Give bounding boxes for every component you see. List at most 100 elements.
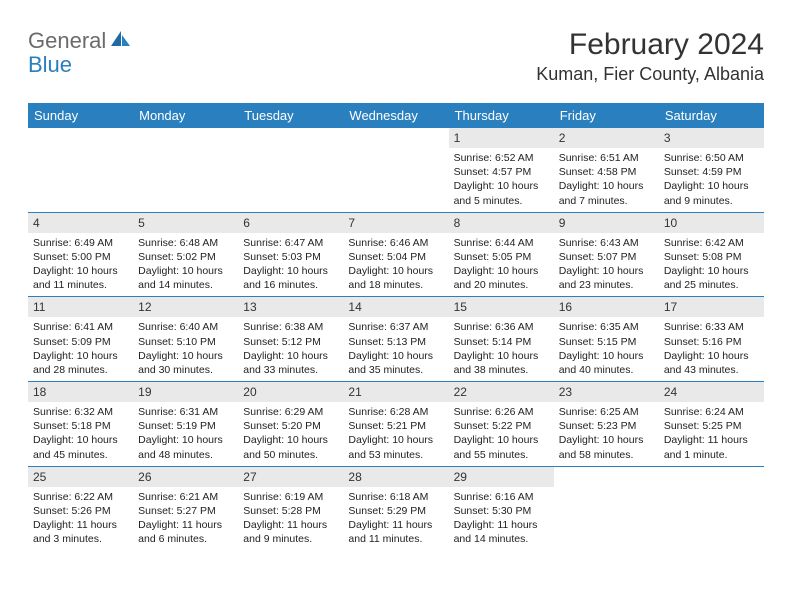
day-number: 28 [343, 467, 448, 487]
day-detail: Sunrise: 6:51 AMSunset: 4:58 PMDaylight:… [554, 148, 659, 212]
month-title: February 2024 [536, 28, 764, 62]
week-row: 25Sunrise: 6:22 AMSunset: 5:26 PMDayligh… [28, 466, 764, 551]
weeks-container: 1Sunrise: 6:52 AMSunset: 4:57 PMDaylight… [28, 128, 764, 550]
day-cell: 26Sunrise: 6:21 AMSunset: 5:27 PMDayligh… [133, 467, 238, 551]
logo-sail-icon [110, 29, 132, 54]
day-detail: Sunrise: 6:36 AMSunset: 5:14 PMDaylight:… [449, 317, 554, 381]
day-detail: Sunrise: 6:24 AMSunset: 5:25 PMDaylight:… [659, 402, 764, 466]
day-detail: Sunrise: 6:25 AMSunset: 5:23 PMDaylight:… [554, 402, 659, 466]
day-number: 26 [133, 467, 238, 487]
weekday-header: Wednesday [343, 103, 448, 128]
day-detail: Sunrise: 6:31 AMSunset: 5:19 PMDaylight:… [133, 402, 238, 466]
day-detail: Sunrise: 6:38 AMSunset: 5:12 PMDaylight:… [238, 317, 343, 381]
day-cell: 19Sunrise: 6:31 AMSunset: 5:19 PMDayligh… [133, 382, 238, 466]
week-row: 1Sunrise: 6:52 AMSunset: 4:57 PMDaylight… [28, 128, 764, 212]
day-cell: 7Sunrise: 6:46 AMSunset: 5:04 PMDaylight… [343, 213, 448, 297]
day-cell: 4Sunrise: 6:49 AMSunset: 5:00 PMDaylight… [28, 213, 133, 297]
day-cell: 22Sunrise: 6:26 AMSunset: 5:22 PMDayligh… [449, 382, 554, 466]
day-cell: 9Sunrise: 6:43 AMSunset: 5:07 PMDaylight… [554, 213, 659, 297]
day-cell [554, 467, 659, 551]
day-detail: Sunrise: 6:40 AMSunset: 5:10 PMDaylight:… [133, 317, 238, 381]
location: Kuman, Fier County, Albania [536, 64, 764, 85]
day-cell: 1Sunrise: 6:52 AMSunset: 4:57 PMDaylight… [449, 128, 554, 212]
day-detail: Sunrise: 6:47 AMSunset: 5:03 PMDaylight:… [238, 233, 343, 297]
day-cell: 18Sunrise: 6:32 AMSunset: 5:18 PMDayligh… [28, 382, 133, 466]
day-cell: 25Sunrise: 6:22 AMSunset: 5:26 PMDayligh… [28, 467, 133, 551]
day-number: 19 [133, 382, 238, 402]
weekday-header: Thursday [449, 103, 554, 128]
day-detail: Sunrise: 6:19 AMSunset: 5:28 PMDaylight:… [238, 487, 343, 551]
day-number: 6 [238, 213, 343, 233]
day-number: 21 [343, 382, 448, 402]
day-number: 2 [554, 128, 659, 148]
weekday-header: Sunday [28, 103, 133, 128]
week-row: 18Sunrise: 6:32 AMSunset: 5:18 PMDayligh… [28, 381, 764, 466]
day-cell [28, 128, 133, 212]
day-number: 20 [238, 382, 343, 402]
day-cell: 3Sunrise: 6:50 AMSunset: 4:59 PMDaylight… [659, 128, 764, 212]
day-detail: Sunrise: 6:42 AMSunset: 5:08 PMDaylight:… [659, 233, 764, 297]
day-number: 27 [238, 467, 343, 487]
day-detail: Sunrise: 6:21 AMSunset: 5:27 PMDaylight:… [133, 487, 238, 551]
day-cell: 10Sunrise: 6:42 AMSunset: 5:08 PMDayligh… [659, 213, 764, 297]
day-number: 7 [343, 213, 448, 233]
weekday-header: Tuesday [238, 103, 343, 128]
day-number: 11 [28, 297, 133, 317]
day-number: 23 [554, 382, 659, 402]
day-cell: 28Sunrise: 6:18 AMSunset: 5:29 PMDayligh… [343, 467, 448, 551]
day-detail: Sunrise: 6:22 AMSunset: 5:26 PMDaylight:… [28, 487, 133, 551]
day-detail: Sunrise: 6:52 AMSunset: 4:57 PMDaylight:… [449, 148, 554, 212]
day-detail: Sunrise: 6:48 AMSunset: 5:02 PMDaylight:… [133, 233, 238, 297]
day-cell: 2Sunrise: 6:51 AMSunset: 4:58 PMDaylight… [554, 128, 659, 212]
day-number: 8 [449, 213, 554, 233]
day-detail: Sunrise: 6:35 AMSunset: 5:15 PMDaylight:… [554, 317, 659, 381]
day-cell: 14Sunrise: 6:37 AMSunset: 5:13 PMDayligh… [343, 297, 448, 381]
day-cell [659, 467, 764, 551]
day-number: 9 [554, 213, 659, 233]
day-cell: 5Sunrise: 6:48 AMSunset: 5:02 PMDaylight… [133, 213, 238, 297]
day-cell: 23Sunrise: 6:25 AMSunset: 5:23 PMDayligh… [554, 382, 659, 466]
day-detail: Sunrise: 6:43 AMSunset: 5:07 PMDaylight:… [554, 233, 659, 297]
day-number: 5 [133, 213, 238, 233]
day-number: 12 [133, 297, 238, 317]
logo-text-general: General [28, 28, 106, 54]
weekday-header: Monday [133, 103, 238, 128]
day-detail: Sunrise: 6:44 AMSunset: 5:05 PMDaylight:… [449, 233, 554, 297]
day-cell: 12Sunrise: 6:40 AMSunset: 5:10 PMDayligh… [133, 297, 238, 381]
day-number: 18 [28, 382, 133, 402]
day-number: 4 [28, 213, 133, 233]
day-cell: 15Sunrise: 6:36 AMSunset: 5:14 PMDayligh… [449, 297, 554, 381]
day-cell: 13Sunrise: 6:38 AMSunset: 5:12 PMDayligh… [238, 297, 343, 381]
day-detail: Sunrise: 6:37 AMSunset: 5:13 PMDaylight:… [343, 317, 448, 381]
day-number: 22 [449, 382, 554, 402]
day-number: 13 [238, 297, 343, 317]
day-detail: Sunrise: 6:41 AMSunset: 5:09 PMDaylight:… [28, 317, 133, 381]
day-detail: Sunrise: 6:50 AMSunset: 4:59 PMDaylight:… [659, 148, 764, 212]
day-number: 15 [449, 297, 554, 317]
day-detail: Sunrise: 6:29 AMSunset: 5:20 PMDaylight:… [238, 402, 343, 466]
day-number: 29 [449, 467, 554, 487]
day-cell [343, 128, 448, 212]
day-detail: Sunrise: 6:49 AMSunset: 5:00 PMDaylight:… [28, 233, 133, 297]
day-detail: Sunrise: 6:26 AMSunset: 5:22 PMDaylight:… [449, 402, 554, 466]
day-cell: 27Sunrise: 6:19 AMSunset: 5:28 PMDayligh… [238, 467, 343, 551]
day-detail: Sunrise: 6:33 AMSunset: 5:16 PMDaylight:… [659, 317, 764, 381]
day-number: 25 [28, 467, 133, 487]
weekday-header: Saturday [659, 103, 764, 128]
day-number: 10 [659, 213, 764, 233]
week-row: 4Sunrise: 6:49 AMSunset: 5:00 PMDaylight… [28, 212, 764, 297]
day-detail: Sunrise: 6:16 AMSunset: 5:30 PMDaylight:… [449, 487, 554, 551]
day-cell [238, 128, 343, 212]
day-cell: 8Sunrise: 6:44 AMSunset: 5:05 PMDaylight… [449, 213, 554, 297]
day-cell: 24Sunrise: 6:24 AMSunset: 5:25 PMDayligh… [659, 382, 764, 466]
day-number: 3 [659, 128, 764, 148]
day-number: 1 [449, 128, 554, 148]
day-cell: 20Sunrise: 6:29 AMSunset: 5:20 PMDayligh… [238, 382, 343, 466]
weekday-header-row: Sunday Monday Tuesday Wednesday Thursday… [28, 103, 764, 128]
weekday-header: Friday [554, 103, 659, 128]
day-number: 17 [659, 297, 764, 317]
day-number: 14 [343, 297, 448, 317]
day-detail: Sunrise: 6:32 AMSunset: 5:18 PMDaylight:… [28, 402, 133, 466]
day-number: 16 [554, 297, 659, 317]
day-cell: 21Sunrise: 6:28 AMSunset: 5:21 PMDayligh… [343, 382, 448, 466]
